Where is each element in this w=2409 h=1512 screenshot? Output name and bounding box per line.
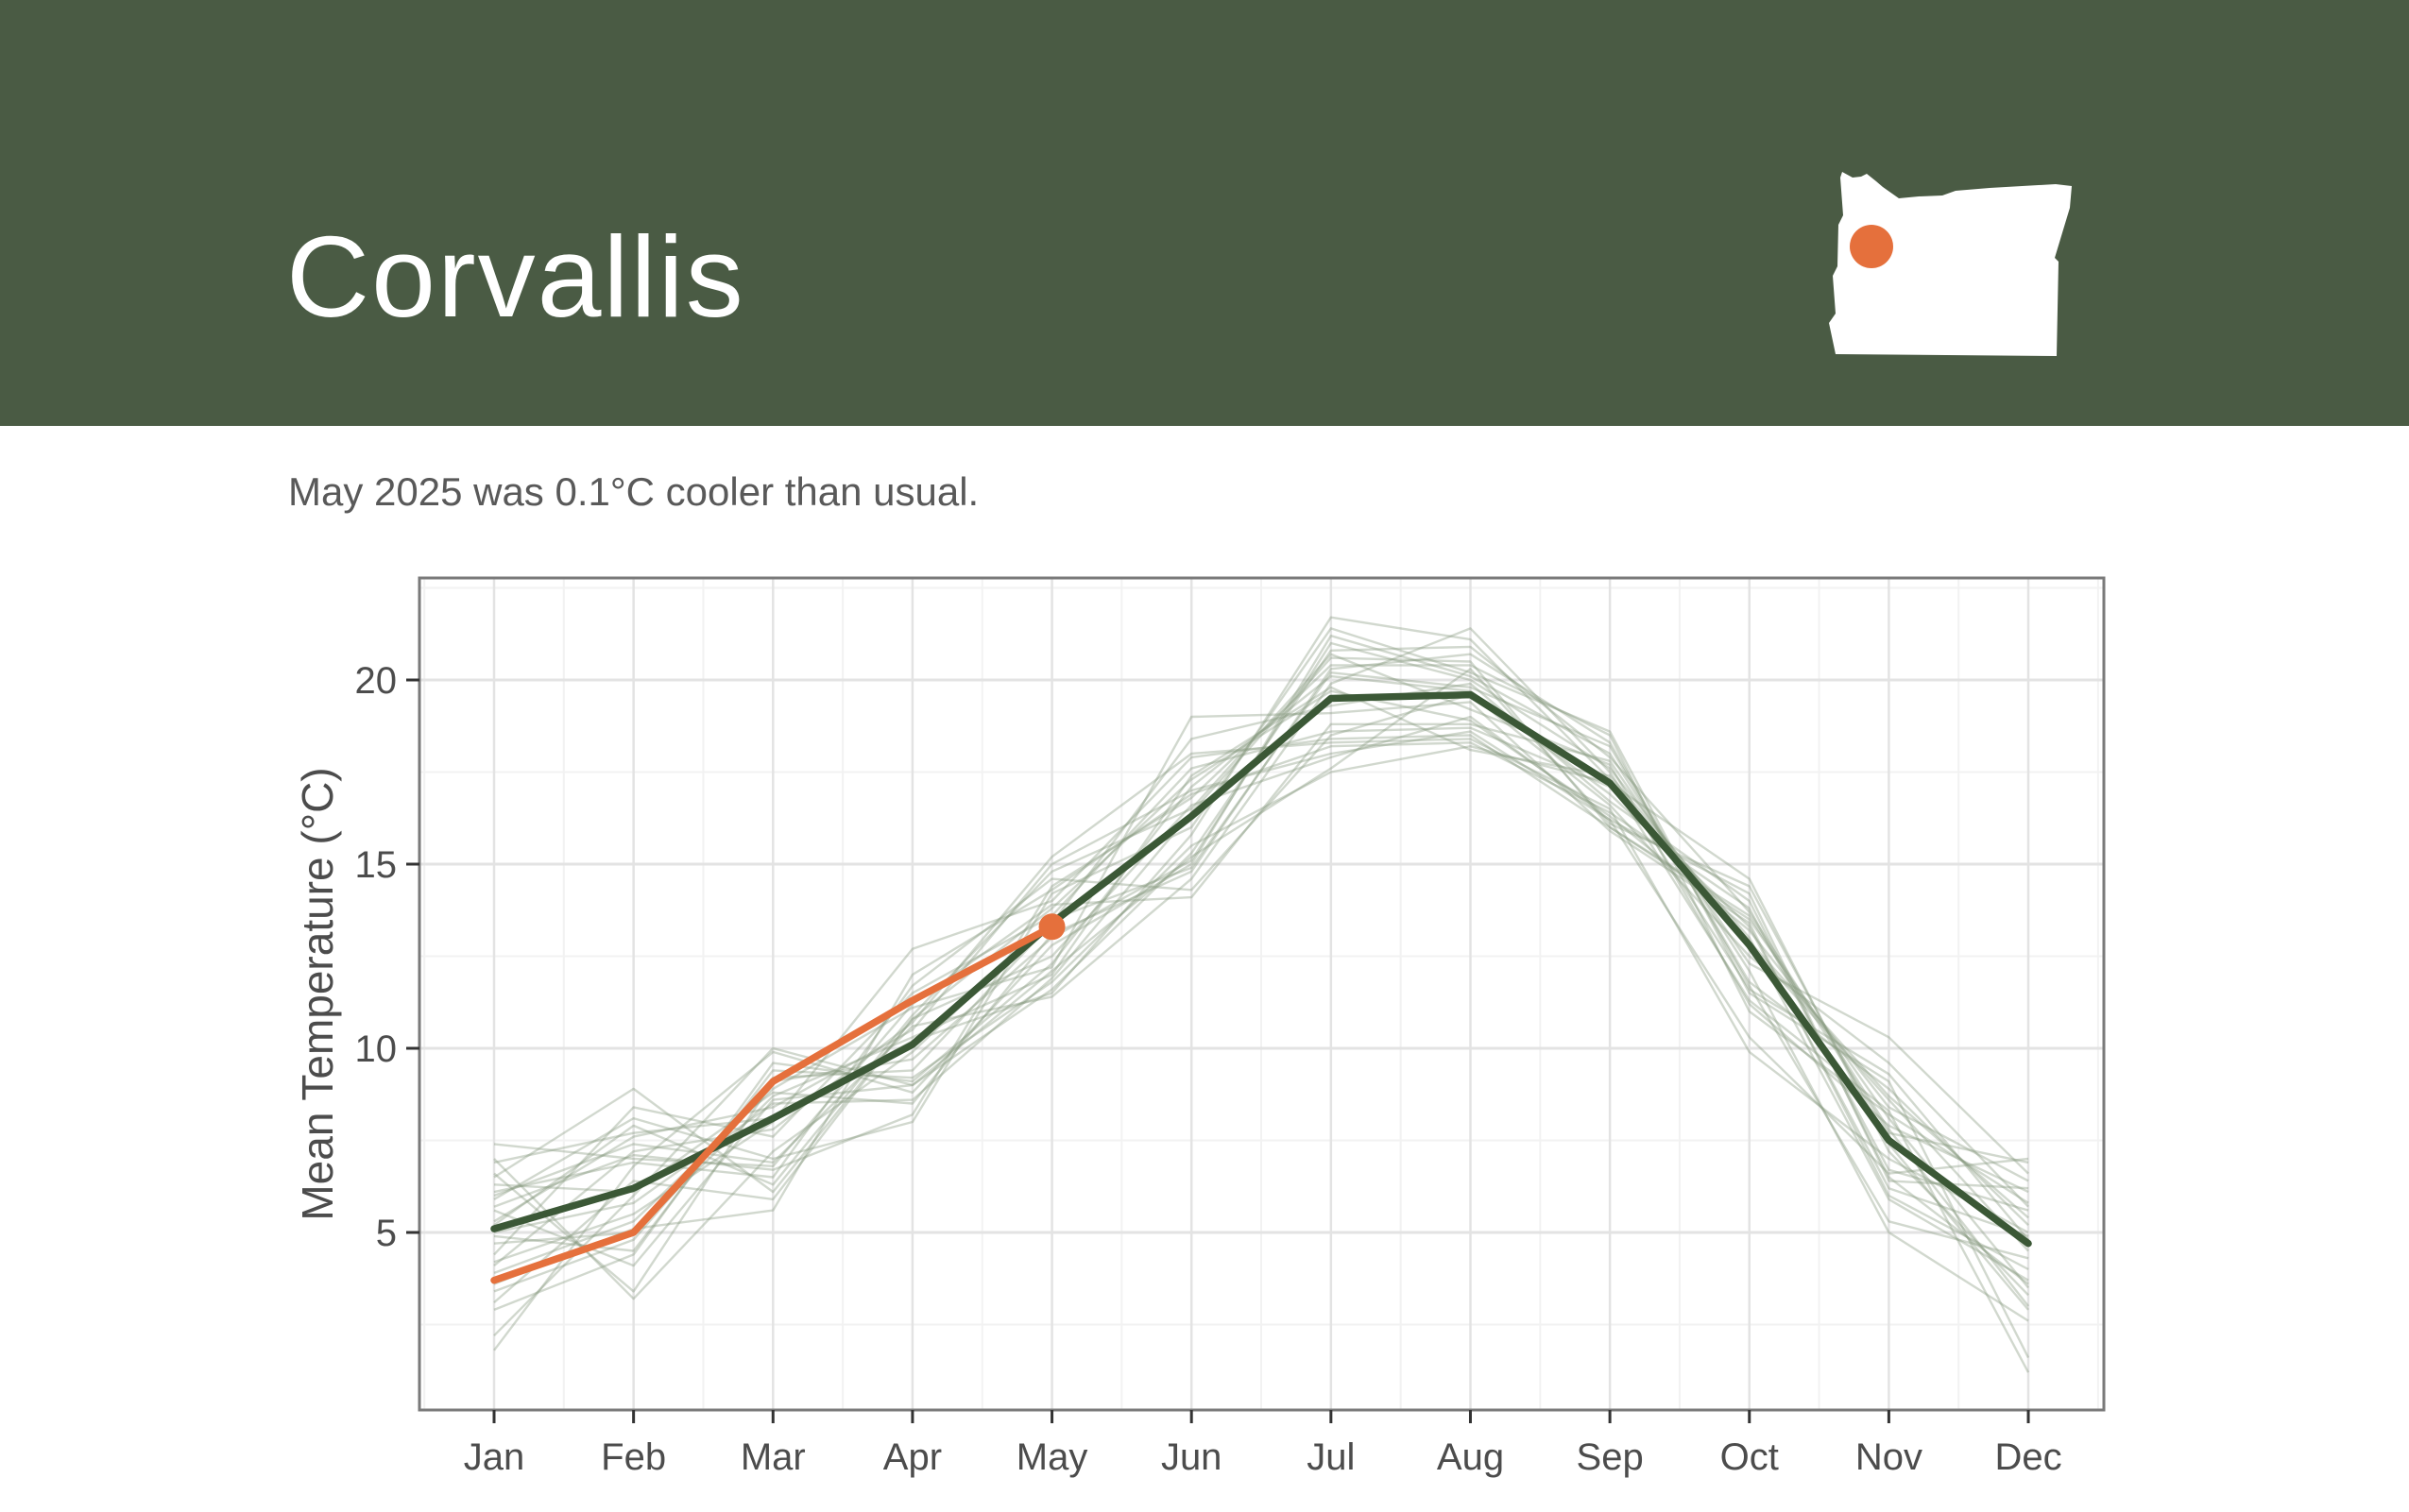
gridlines-minor — [419, 578, 2104, 1410]
historical-year-line — [493, 734, 2029, 1264]
historical-year-line — [493, 627, 2030, 1359]
historical-year-line — [493, 645, 2029, 1337]
x-tick-label: Jul — [1307, 1436, 1355, 1478]
historical-year-line — [493, 664, 2029, 1208]
highlight-lines — [490, 690, 2032, 1284]
oregon-map-icon — [1829, 172, 2072, 356]
historical-year-line — [493, 616, 2030, 1373]
chart-subtitle: May 2025 was 0.1°C cooler than usual. — [288, 469, 980, 514]
historical-year-line — [493, 653, 2029, 1227]
oregon-outline — [1829, 172, 2072, 356]
y-tick-label: 5 — [376, 1213, 397, 1254]
historical-year-line — [493, 627, 2029, 1241]
historical-year-line — [493, 745, 2029, 1297]
x-tick-label: Nov — [1855, 1436, 1922, 1478]
city-marker-dot — [1850, 225, 1893, 268]
x-tick-label: May — [1017, 1436, 1088, 1478]
y-axis-title: Mean Temperature (°C) — [293, 767, 342, 1220]
page-title: Corvallis — [286, 212, 745, 341]
x-tick-label: Sep — [1577, 1436, 1644, 1478]
mean-line — [490, 690, 2032, 1248]
x-tick-label: Jan — [464, 1436, 525, 1478]
x-tick-label: Mar — [741, 1436, 806, 1478]
header-banner: Corvallis — [0, 0, 2409, 426]
historical-year-line — [493, 656, 2029, 1289]
x-tick-label: Jun — [1161, 1436, 1222, 1478]
x-tick-label: Oct — [1720, 1436, 1779, 1478]
x-tick-label: Aug — [1437, 1436, 1504, 1478]
x-tick-label: Apr — [883, 1436, 942, 1478]
historical-year-line — [493, 635, 2029, 1351]
historical-year-line — [493, 689, 2029, 1194]
historical-year-line — [493, 715, 2029, 1304]
y-tick-label: 15 — [355, 844, 398, 886]
historical-year-line — [493, 641, 2029, 1293]
x-tick-label: Dec — [1994, 1436, 2061, 1478]
y-tick-label: 10 — [355, 1028, 398, 1070]
historical-year-line — [493, 741, 2029, 1285]
x-tick-label: Feb — [601, 1436, 666, 1478]
historical-year-line — [493, 730, 2029, 1223]
historical-year-line — [493, 671, 2029, 1300]
panel-border — [418, 576, 2106, 1412]
panel-border-rect — [418, 576, 2106, 1412]
historical-year-line — [493, 674, 2029, 1312]
current-year-line — [490, 923, 1056, 1284]
y-tick-label: 20 — [355, 660, 398, 702]
axes: 5 10 15 20 Jan Feb Mar Apr May Jun Jul Aug Sep Oct Nov… — [293, 660, 2062, 1478]
current-month-dot — [1038, 913, 1066, 941]
